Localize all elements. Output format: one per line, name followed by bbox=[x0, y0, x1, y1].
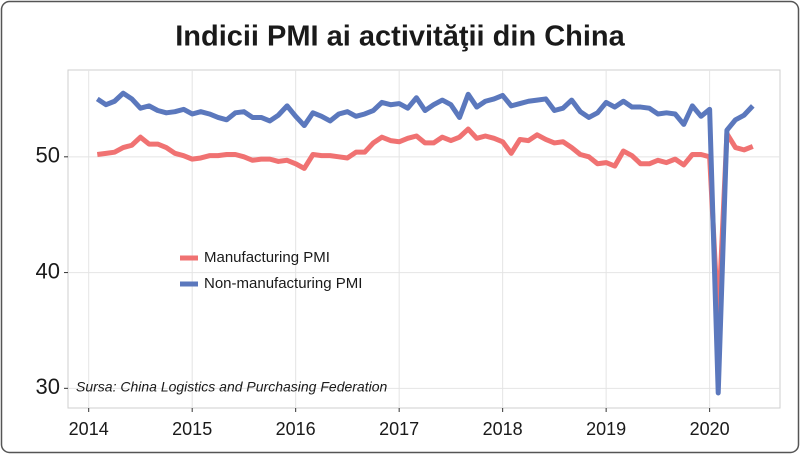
chart-title: Indicii PMI ai activităţii din China bbox=[175, 21, 625, 53]
plot-background bbox=[67, 69, 781, 409]
x-tick-label: 2017 bbox=[379, 419, 419, 439]
legend-label: Manufacturing PMI bbox=[204, 249, 330, 266]
series-line bbox=[95, 90, 755, 396]
series-line bbox=[96, 126, 754, 325]
x-tick-label: 2016 bbox=[276, 419, 316, 439]
x-tick-label: 2018 bbox=[483, 419, 523, 439]
legend-label: Non-manufacturing PMI bbox=[204, 275, 362, 292]
x-tick-label: 2019 bbox=[586, 419, 626, 439]
y-tick-label: 50 bbox=[36, 143, 60, 168]
y-tick-label: 30 bbox=[36, 374, 60, 399]
y-tick-label: 40 bbox=[36, 258, 60, 283]
x-tick-label: 2014 bbox=[69, 419, 109, 439]
source-note: Sursa: China Logistics and Purchasing Fe… bbox=[76, 379, 388, 395]
x-tick-label: 2020 bbox=[690, 419, 730, 439]
x-tick-label: 2015 bbox=[172, 419, 212, 439]
